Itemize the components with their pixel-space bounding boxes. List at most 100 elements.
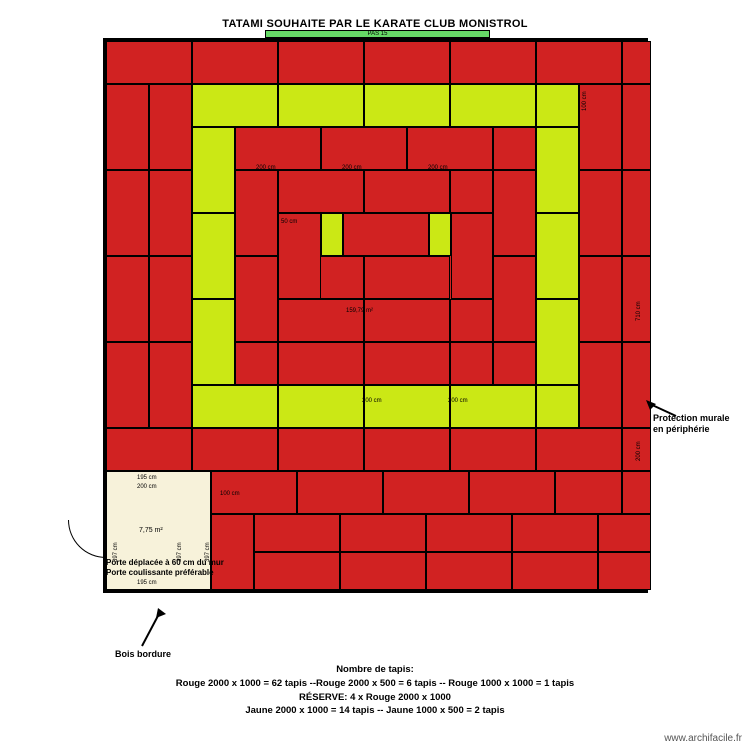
tatami-mat: [555, 471, 622, 514]
entry-area-label: 7,75 m²: [139, 527, 163, 534]
tatami-mat: [235, 342, 278, 385]
entry-bottom-dim: 195 cm: [137, 580, 157, 586]
tatami-mat: [340, 552, 426, 590]
tatami-mat: [192, 127, 235, 213]
tatami-mat: [364, 41, 450, 84]
tatami-mat: [536, 84, 579, 127]
tatami-mat: [450, 84, 536, 127]
tatami-mat: [106, 428, 192, 471]
tatami-mat: [192, 41, 278, 84]
tatami-mat: [450, 41, 536, 84]
tatami-mat: [254, 552, 340, 590]
tatami-mat: [579, 342, 622, 428]
entry-top-dim2: 200 cm: [137, 484, 157, 490]
tatami-mat: [149, 256, 192, 342]
tatami-mat: [536, 385, 579, 428]
tatami-mat: [493, 170, 536, 256]
tatami-mat: [598, 514, 651, 552]
tatami-mat: [364, 256, 450, 299]
tatami-mat: [192, 84, 278, 127]
tatami-mat: [451, 213, 493, 299]
tatami-mat: [149, 170, 192, 256]
tatami-mat: [493, 256, 536, 342]
annotation-protection: Protection murale en périphérie: [653, 413, 730, 435]
tatami-mat: [149, 342, 192, 428]
tatami-mat: [278, 342, 364, 385]
tatami-mat: [536, 428, 622, 471]
tatami-mat: [450, 428, 536, 471]
tatami-mat: [364, 170, 450, 213]
annotation-protection-l1: Protection murale: [653, 413, 730, 423]
dimension-label: 100 cm: [582, 91, 588, 111]
tatami-mat: [429, 213, 451, 256]
tatami-mat: [278, 84, 364, 127]
tatami-mat: [622, 170, 651, 256]
tatami-mat: [450, 385, 536, 428]
title-bar: PAS 15: [265, 30, 490, 38]
tatami-mat: [364, 84, 450, 127]
dimension-label: 159,79 m²: [346, 308, 373, 314]
tatami-mat: [598, 552, 651, 590]
dimension-label: 200 cm: [256, 165, 276, 171]
tatami-mat: [383, 471, 469, 514]
tatami-mat: [469, 471, 555, 514]
tatami-mat: [235, 127, 321, 170]
annotation-porte: Porte déplacée à 60 cm du mur Porte coul…: [106, 558, 224, 577]
tatami-mat: [426, 514, 512, 552]
tatami-mat: [364, 342, 450, 385]
tatami-mat: [192, 213, 235, 299]
dimension-label: 100 cm: [220, 491, 240, 497]
tatami-mat: [106, 41, 192, 84]
watermark: www.archifacile.fr: [664, 733, 742, 744]
tatami-mat: [192, 385, 278, 428]
tatami-mat: [254, 514, 340, 552]
door-arc: [68, 520, 106, 558]
tatami-mat: [278, 428, 364, 471]
tatami-mat: [512, 514, 598, 552]
tatami-mat: [192, 428, 278, 471]
tatami-mat: [579, 170, 622, 256]
tatami-mat: [450, 342, 493, 385]
tatami-mat: [493, 127, 536, 170]
dimension-label: 200 cm: [448, 398, 468, 404]
tatami-mat: [106, 84, 149, 170]
caption-l2: Rouge 2000 x 1000 = 62 tapis --Rouge 200…: [0, 677, 750, 691]
tatami-mat: [321, 127, 407, 170]
caption-l4: Jaune 2000 x 1000 = 14 tapis -- Jaune 10…: [0, 704, 750, 718]
tatami-mat: [622, 84, 651, 170]
tatami-mat: [536, 41, 622, 84]
tatami-mat: [106, 342, 149, 428]
tatami-mat: [512, 552, 598, 590]
tatami-mat: [149, 84, 192, 170]
annotation-porte-l2: Porte coulissante préférable: [106, 568, 214, 577]
tatami-mat: [106, 170, 149, 256]
tatami-floor: 195 cm 200 cm 7,75 m² 195 cm 397 cm 397 …: [103, 38, 648, 593]
tatami-mat: [493, 342, 536, 385]
tatami-mat: [622, 41, 651, 84]
tatami-mat: [450, 170, 493, 213]
caption-l3: RÉSERVE: 4 x Rouge 2000 x 1000: [0, 691, 750, 705]
dimension-label: 200 cm: [362, 398, 382, 404]
tatami-mat: [364, 428, 450, 471]
tatami-mat: [426, 552, 512, 590]
tatami-mat: [278, 213, 321, 299]
dimension-label: 200 cm: [428, 165, 448, 171]
tatami-mat: [192, 299, 235, 385]
tatami-mat: [278, 170, 364, 213]
tatami-mat: [622, 256, 651, 342]
tatami-mat: [536, 299, 579, 385]
dimension-label: 200 cm: [342, 165, 362, 171]
tatami-mat: [340, 514, 426, 552]
tatami-mat: [450, 299, 493, 342]
caption-block: Nombre de tapis: Rouge 2000 x 1000 = 62 …: [0, 663, 750, 718]
tatami-mat: [297, 471, 383, 514]
tatami-mat: [536, 127, 579, 213]
dimension-label: 200 cm: [636, 441, 642, 461]
tatami-mat: [278, 385, 364, 428]
annotation-protection-l2: en périphérie: [653, 424, 710, 434]
dimension-label: 710 cm: [636, 301, 642, 321]
tatami-mat: [364, 299, 450, 342]
caption-l1: Nombre de tapis:: [0, 663, 750, 677]
entry-top-dim: 195 cm: [137, 475, 157, 481]
tatami-mat: [211, 514, 254, 590]
